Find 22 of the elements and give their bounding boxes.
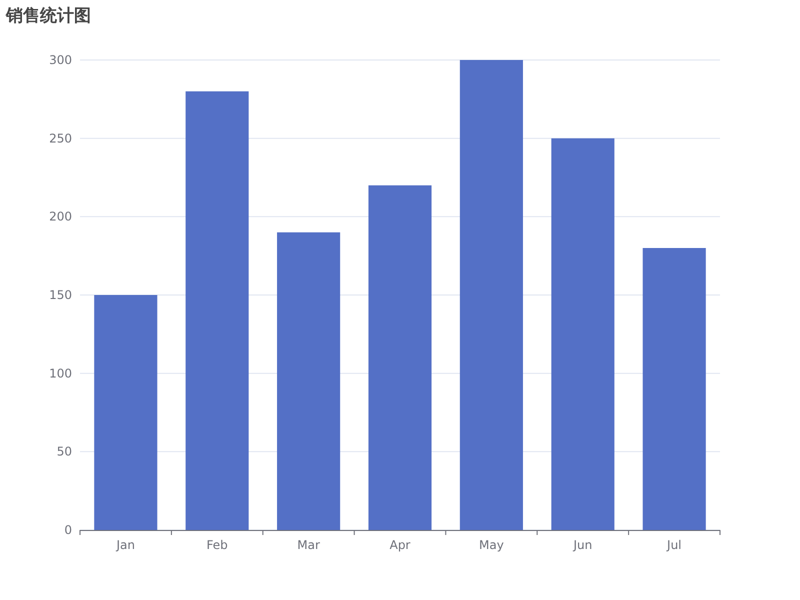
y-tick-label: 300 [49, 53, 72, 67]
y-tick-label: 100 [49, 366, 72, 380]
y-tick-label: 0 [64, 523, 72, 537]
bar [277, 232, 340, 530]
bar [551, 138, 614, 530]
x-tick-label: Mar [297, 538, 320, 552]
bar [368, 185, 432, 530]
y-tick-label: 200 [49, 210, 72, 224]
bar [186, 91, 249, 530]
y-tick-label: 50 [56, 444, 72, 459]
bar [94, 295, 158, 530]
bar [460, 60, 523, 530]
chart-title: 销售统计图 [5, 6, 91, 26]
x-tick-label: Jul [666, 538, 682, 552]
x-tick-label: May [479, 538, 504, 552]
x-tick-label: Jan [115, 538, 135, 552]
y-tick-label: 150 [49, 288, 72, 302]
x-tick-label: Feb [206, 538, 228, 552]
bar [642, 248, 706, 530]
y-tick-label: 250 [49, 131, 72, 146]
x-tick-label: Apr [390, 538, 410, 552]
x-tick-label: Jun [572, 538, 592, 552]
